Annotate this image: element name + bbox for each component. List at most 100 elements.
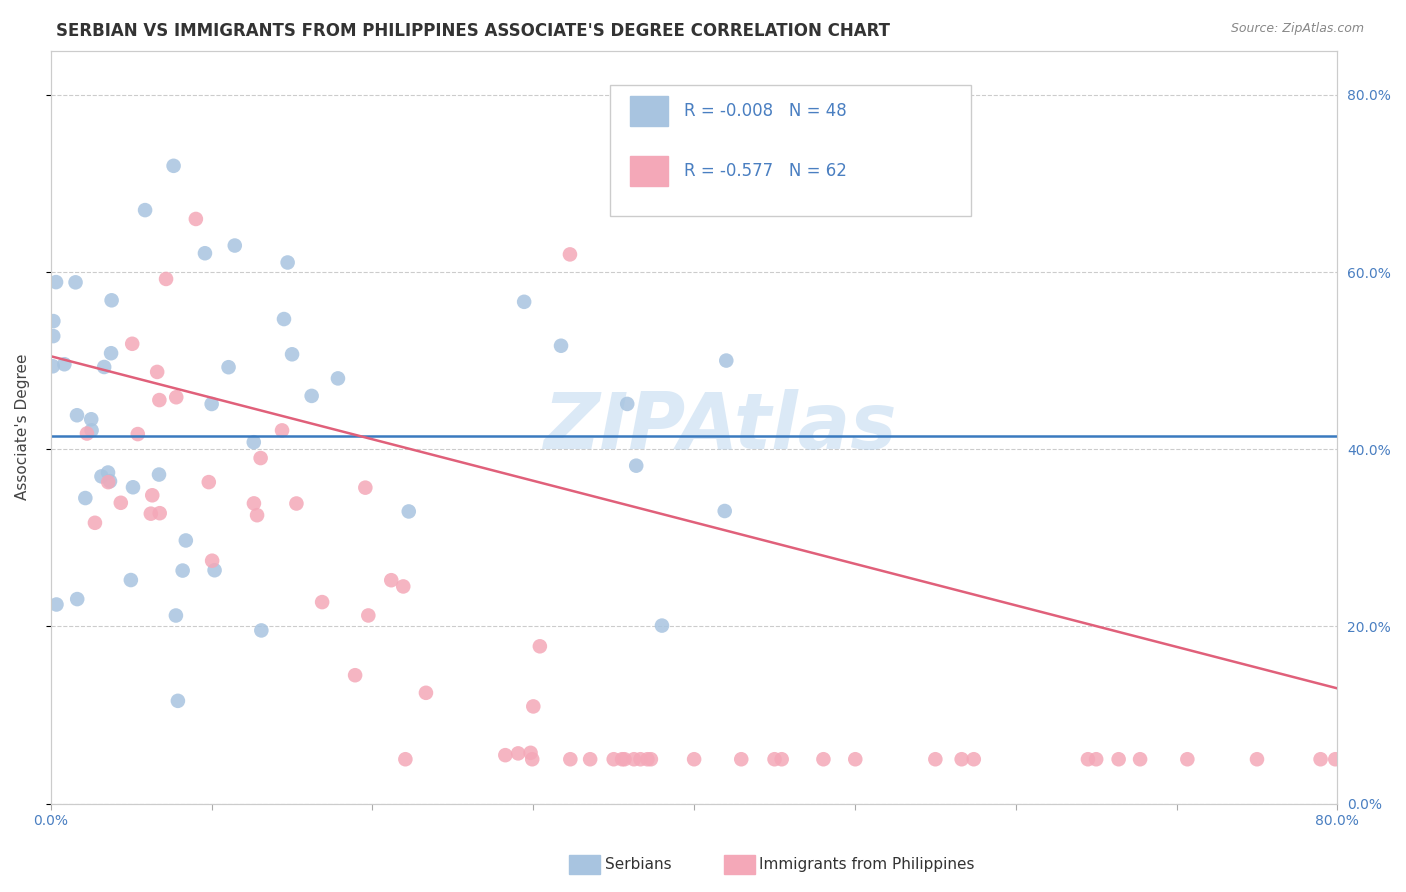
Point (42, 359, 65, 374)
Point (716, 353, 738, 368)
Point (285, 496, 308, 510)
Point (326, 371, 349, 385)
Point (90, 469, 112, 483)
Point (100, 346, 122, 360)
Point (630, 752, 652, 766)
Point (610, 752, 633, 766)
Point (273, 312, 295, 326)
Point (250, 624, 273, 638)
Point (813, 752, 835, 766)
Point (162, 159, 184, 173)
Point (194, 246, 217, 260)
Point (98, 474, 121, 488)
Text: Serbians: Serbians (605, 857, 671, 871)
Point (640, 752, 662, 766)
Point (398, 504, 420, 518)
Point (271, 423, 294, 437)
Point (97, 466, 120, 480)
Point (201, 554, 224, 568)
Point (529, 640, 551, 654)
Point (796, 161, 818, 176)
Point (613, 752, 636, 766)
Point (80, 423, 103, 437)
Point (97, 475, 120, 490)
Text: SERBIAN VS IMMIGRANTS FROM PHILIPPINES ASSOCIATE'S DEGREE CORRELATION CHART: SERBIAN VS IMMIGRANTS FROM PHILIPPINES A… (56, 22, 890, 40)
Point (651, 618, 673, 632)
Point (623, 752, 645, 766)
Point (146, 365, 169, 379)
Point (218, 360, 240, 375)
Point (602, 752, 624, 766)
Point (249, 451, 271, 466)
Point (1077, 752, 1099, 766)
Point (277, 255, 299, 269)
Point (42, 314, 65, 328)
Point (616, 397, 638, 411)
Point (683, 752, 706, 766)
Point (149, 506, 172, 520)
Point (344, 668, 367, 682)
Point (139, 507, 162, 521)
Point (53, 357, 76, 371)
Point (42, 329, 65, 343)
Point (560, 752, 582, 766)
Text: Immigrants from Philippines: Immigrants from Philippines (759, 857, 974, 871)
Point (75, 491, 97, 505)
FancyBboxPatch shape (610, 85, 970, 216)
Point (100, 293, 122, 308)
Text: ZIPAtlas: ZIPAtlas (543, 389, 897, 465)
Point (380, 573, 402, 587)
Point (394, 752, 416, 766)
Point (519, 746, 541, 760)
Point (65, 276, 87, 290)
Point (513, 294, 536, 309)
Point (76, 426, 98, 441)
Point (174, 533, 197, 548)
Point (558, 247, 581, 261)
Point (45, 275, 67, 289)
Point (636, 752, 658, 766)
Point (950, 752, 973, 766)
Text: R = -0.577   N = 62: R = -0.577 N = 62 (683, 162, 846, 180)
Point (110, 496, 132, 510)
Bar (630, 95, 668, 126)
Point (122, 480, 145, 494)
Point (963, 752, 986, 766)
Text: R = -0.008   N = 48: R = -0.008 N = 48 (683, 102, 846, 120)
Point (713, 504, 735, 518)
Point (354, 481, 377, 495)
Point (148, 467, 170, 482)
Point (550, 339, 572, 353)
Point (522, 699, 544, 714)
Point (66, 592, 89, 607)
Point (1108, 752, 1130, 766)
Point (184, 211, 207, 226)
Point (1129, 752, 1152, 766)
Point (522, 752, 544, 766)
Point (141, 488, 163, 502)
Point (494, 748, 516, 763)
Point (1175, 752, 1198, 766)
Point (204, 563, 226, 577)
Point (201, 397, 224, 411)
Point (45, 598, 67, 612)
Point (66, 409, 89, 423)
Point (844, 752, 866, 766)
Point (224, 238, 246, 252)
Point (243, 496, 266, 510)
Bar (630, 156, 668, 186)
Point (127, 427, 149, 442)
Point (415, 686, 437, 700)
Point (730, 752, 752, 766)
Point (242, 435, 264, 450)
Point (197, 475, 219, 489)
Point (165, 608, 187, 623)
Point (392, 579, 415, 593)
Point (281, 347, 304, 361)
Point (508, 747, 530, 761)
Point (1309, 752, 1331, 766)
Point (301, 389, 323, 403)
Point (924, 752, 946, 766)
Point (167, 694, 190, 708)
Point (80, 412, 103, 426)
